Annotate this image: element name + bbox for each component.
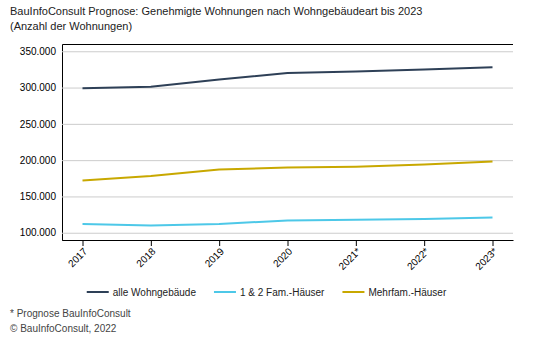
x-tick-label: 2017: [66, 245, 90, 269]
legend-swatch: [214, 291, 236, 293]
grid-line: [62, 233, 513, 234]
x-tick-label: 2019: [203, 245, 227, 269]
axis-line: [63, 45, 514, 241]
legend-swatch: [342, 291, 364, 293]
y-tick: 150.000: [20, 191, 513, 202]
legend: alle Wohngebäude 1 & 2 Fam.-Häuser Mehrfam…: [87, 287, 447, 298]
x-tick-label: 2021*: [336, 246, 362, 272]
y-tick-label: 250.000: [20, 119, 57, 130]
plot: 100.000 150.000 200.000 250.000 300.000 350.0…: [20, 45, 514, 272]
tick-mark: [288, 240, 289, 246]
x-tick: 2018: [134, 240, 158, 269]
grid-line: [62, 160, 513, 161]
tick-mark: [356, 240, 357, 246]
legend-label: alle Wohngebäude: [113, 287, 197, 298]
chart: BauInfoConsult Prognose: Genehmigte Wohn…: [0, 0, 533, 340]
grid-line: [62, 51, 513, 52]
x-tick-label: 2023*: [473, 246, 499, 272]
grid-line: [62, 196, 513, 197]
legend-label: 1 & 2 Fam.-Häuser: [240, 287, 325, 298]
tick-mark: [424, 240, 425, 246]
legend-swatch: [87, 291, 109, 293]
y-tick-label: 150.000: [20, 191, 57, 202]
title: BauInfoConsult Prognose: Genehmigte Wohn…: [10, 5, 422, 17]
line: [83, 67, 493, 88]
y-tick-label: 100.000: [20, 227, 57, 238]
y-tick: 350.000: [20, 46, 513, 57]
y-tick-label: 300.000: [20, 82, 57, 93]
subtitle: (Anzahl der Wohnungen): [10, 20, 132, 32]
x-tick-label: 2020: [271, 245, 295, 269]
x-tick-label: 2022*: [405, 246, 431, 272]
x-axis: 2017 2018 2019 2020 2021* 2022* 2023*: [63, 240, 514, 272]
tick-mark: [493, 240, 494, 246]
footnote: © BauInfoConsult, 2022: [10, 323, 117, 334]
legend-item: alle Wohngebäude: [87, 287, 197, 298]
series-group: [83, 67, 493, 225]
x-tick: 2021*: [336, 240, 362, 272]
legend-item: 1 & 2 Fam.-Häuser: [214, 287, 325, 298]
tick-mark: [83, 240, 84, 246]
x-tick: 2017: [66, 240, 90, 269]
footnote: * Prognose BauInfoConsult: [10, 308, 131, 319]
legend-item: Mehrfam.-Häuser: [342, 287, 446, 298]
x-tick: 2020: [271, 240, 295, 269]
x-tick: 2023*: [473, 240, 499, 272]
line: [83, 217, 493, 225]
x-tick: 2019: [203, 240, 227, 269]
x-tick: 2022*: [405, 240, 431, 272]
tick-mark: [219, 240, 220, 246]
grid-line: [62, 124, 513, 125]
y-tick: 250.000: [20, 119, 513, 130]
tick-mark: [151, 240, 152, 246]
legend-label: Mehrfam.-Häuser: [368, 287, 446, 298]
line: [83, 162, 493, 181]
y-tick-label: 350.000: [20, 46, 57, 57]
y-tick: 100.000: [20, 227, 513, 238]
x-tick-label: 2018: [134, 245, 158, 269]
y-tick-label: 200.000: [20, 155, 57, 166]
y-axis: 100.000 150.000 200.000 250.000 300.000 350.0…: [20, 45, 513, 241]
